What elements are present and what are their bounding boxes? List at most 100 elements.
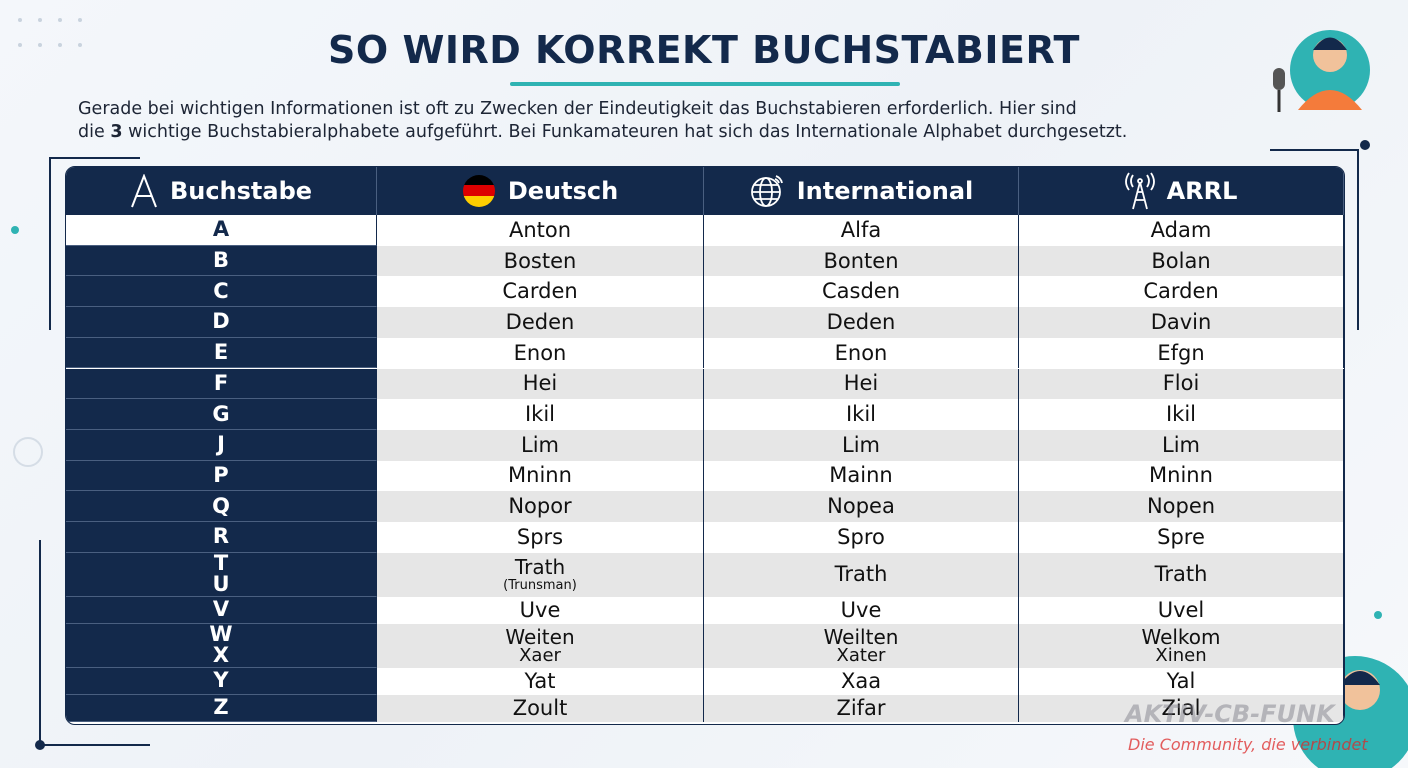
word: Ikil [1165,402,1197,427]
word: Zial [1161,695,1201,720]
word-cell: Spro [704,522,1019,553]
word: Welkom [1141,624,1221,649]
word-cell: Welkom Xinen [1019,623,1344,668]
word: Enon [513,340,567,365]
word-cell: Uve [704,596,1019,624]
letter: C [213,278,229,303]
header-icon [462,174,496,208]
word: Nopor [508,494,572,519]
word: Carden [1143,279,1219,304]
title: SO WIRD KORREKT BUCHSTABIERT [328,28,1080,72]
intro: Gerade bei wichtigen Informationen ist o… [78,99,1077,119]
letter-cell: E [66,337,377,369]
letter: U [212,572,230,597]
letter: J [217,432,225,457]
word-cell: Yal [1019,667,1344,695]
word: Xaa [840,668,882,693]
letter: F [213,370,229,395]
word-cell: Spre [1019,522,1344,553]
word-cell: Hei [704,368,1019,400]
header-label: International [796,177,974,205]
word: Bosten [503,248,577,273]
word-cell: Mninn [1019,460,1344,492]
word: Carden [502,279,578,304]
word-cell: Bolan [1019,245,1344,277]
word-cell: Zial [1019,694,1344,722]
word: Xater [836,644,886,666]
word-cell: Adam [1019,215,1344,246]
word-cell: Xaa [704,667,1019,695]
word: Adam [1150,217,1212,242]
letter-cell: F [66,368,377,400]
word: Efgn [1157,340,1205,365]
letter-cell: V [66,596,377,624]
word: Hei [843,371,879,396]
letter-cell: Y [66,667,377,695]
letter: Z [213,695,229,720]
letter: Q [212,493,230,518]
word: Mninn [1149,463,1213,488]
word-cell: Carden [1019,276,1344,308]
word-cell: Nopea [704,491,1019,522]
letter: W [209,622,233,647]
word-cell: Anton [377,215,704,246]
header-icon [130,174,158,208]
word: Davin [1150,309,1212,334]
word-cell: Lim [1019,429,1344,461]
intro-number: 3 [110,122,123,142]
letter-cell: D [66,307,377,338]
word-cell: Davin [1019,307,1344,338]
word-cell: Lim [704,429,1019,461]
word: Xinen [1155,644,1207,666]
letter: A [212,217,230,242]
word-cell: Enon [704,337,1019,369]
word-cell: Efgn [1019,337,1344,369]
word-cell: Uve [377,596,704,624]
word-cell: Weilten Xater [704,623,1019,668]
letter: R [212,524,230,549]
word: (Trunsman) [503,578,577,594]
intro-text: die [78,122,111,142]
word-cell: Ikil [377,399,704,430]
word-cell: Mninn [377,460,704,492]
word: Ikil [845,402,877,427]
letter: G [212,401,230,426]
table: Buchstabe Deutsch International ARRL A Anton A… [65,166,1345,725]
letter-cell: G [66,399,377,430]
word-cell: Mainn [704,460,1019,492]
word: Uvel [1157,597,1205,622]
word: Enon [834,340,888,365]
letter-cell: A [66,215,377,246]
word-cell: Lim [377,429,704,461]
word: Uve [519,597,561,622]
word: Bolan [1151,248,1211,273]
word-cell: Nopor [377,491,704,522]
word: Nopen [1146,494,1216,519]
word: Hei [522,371,558,396]
word: Uve [840,597,882,622]
letter: E [213,340,229,365]
header-icon [1124,172,1155,210]
word-cell: Casden [704,276,1019,308]
letter: Y [213,668,229,693]
word: Floi [1162,371,1200,396]
word-cell: Sprs [377,522,704,553]
word: Yat [524,668,556,693]
watermark-slogan: Die Community, die verbindet [1128,735,1368,754]
word-cell: Deden [704,307,1019,338]
word-cell: Yat [377,667,704,695]
word-cell: Trath [704,552,1019,597]
word: Deden [826,309,896,334]
word: Spre [1157,524,1205,549]
word: Trath [834,562,888,587]
word-cell: Ikil [1019,399,1344,430]
word-cell: Zoult [377,694,704,722]
letter: D [212,309,230,334]
avatar [1273,30,1370,112]
word-cell: Alfa [704,215,1019,246]
column-header: Buchstabe [66,167,377,215]
header-icon [749,173,785,209]
letter-cell: Z [66,694,377,722]
word: Weilten [823,624,899,649]
